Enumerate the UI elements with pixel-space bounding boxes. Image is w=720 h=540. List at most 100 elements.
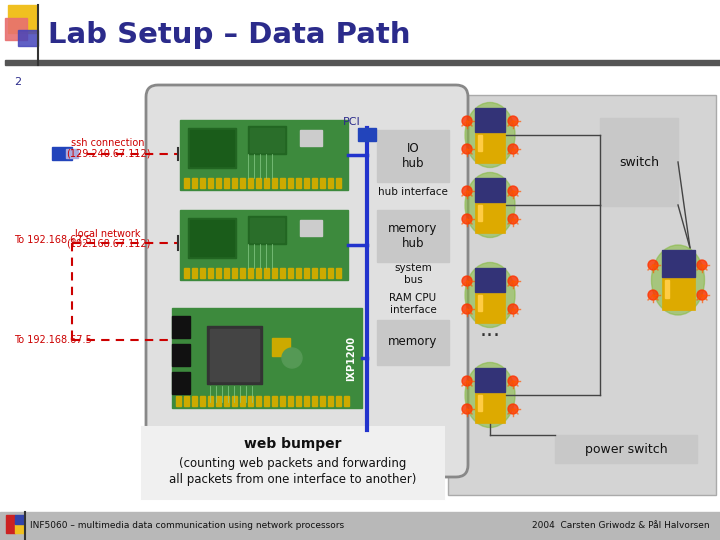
Bar: [448, 95, 716, 495]
Bar: [240, 268, 245, 278]
Bar: [192, 178, 197, 188]
Bar: [328, 268, 333, 278]
Bar: [256, 268, 261, 278]
Bar: [475, 368, 505, 392]
Bar: [272, 338, 290, 356]
Bar: [288, 178, 293, 188]
Bar: [328, 396, 333, 406]
Bar: [240, 396, 245, 406]
Bar: [312, 178, 317, 188]
Text: memory: memory: [388, 335, 438, 348]
Bar: [300, 220, 322, 236]
Bar: [475, 178, 505, 202]
Text: RAM CPU: RAM CPU: [390, 293, 436, 303]
Bar: [288, 268, 293, 278]
Text: Lab Setup – Data Path: Lab Setup – Data Path: [48, 21, 410, 49]
Bar: [272, 178, 277, 188]
Bar: [312, 268, 317, 278]
Bar: [304, 268, 309, 278]
Circle shape: [697, 290, 707, 300]
Bar: [192, 268, 197, 278]
Bar: [232, 178, 237, 188]
Bar: [662, 250, 695, 277]
Text: hub interface: hub interface: [378, 187, 448, 197]
Circle shape: [508, 376, 518, 386]
Circle shape: [462, 214, 472, 224]
Bar: [190, 130, 234, 166]
Ellipse shape: [465, 103, 515, 167]
Ellipse shape: [465, 172, 515, 238]
Text: switch: switch: [619, 156, 659, 168]
Bar: [555, 435, 697, 463]
Bar: [5, 60, 720, 65]
Text: power switch: power switch: [585, 442, 667, 456]
Text: ...: ...: [480, 320, 500, 340]
Bar: [208, 268, 213, 278]
Circle shape: [462, 404, 472, 414]
Circle shape: [508, 214, 518, 224]
Bar: [475, 178, 505, 202]
Circle shape: [462, 376, 472, 386]
Bar: [240, 178, 245, 188]
Bar: [172, 372, 190, 394]
Circle shape: [462, 144, 472, 154]
Circle shape: [282, 348, 302, 368]
Bar: [358, 128, 376, 141]
Ellipse shape: [465, 262, 515, 327]
Text: (129.240.67.112): (129.240.67.112): [66, 148, 150, 158]
Circle shape: [508, 144, 518, 154]
Bar: [248, 216, 286, 244]
Bar: [208, 396, 213, 406]
Bar: [66, 149, 78, 158]
Bar: [216, 396, 221, 406]
Bar: [256, 178, 261, 188]
Bar: [18, 30, 38, 46]
Bar: [272, 396, 277, 406]
Bar: [232, 396, 237, 406]
Text: 2004  Carsten Griwodz & Pål Halvorsen: 2004 Carsten Griwodz & Pål Halvorsen: [532, 522, 710, 530]
Bar: [200, 268, 205, 278]
Text: IO
hub: IO hub: [402, 142, 424, 170]
Circle shape: [508, 186, 518, 196]
Bar: [475, 108, 505, 132]
Bar: [288, 396, 293, 406]
Bar: [172, 308, 362, 408]
Bar: [478, 135, 482, 151]
Bar: [312, 396, 317, 406]
Bar: [172, 316, 190, 338]
Text: IXP1200: IXP1200: [346, 335, 356, 381]
Text: system
bus: system bus: [394, 263, 432, 285]
Bar: [15, 524, 24, 533]
Bar: [256, 396, 261, 406]
Bar: [248, 126, 286, 154]
Text: interface: interface: [390, 305, 436, 315]
Bar: [250, 128, 284, 152]
Bar: [662, 250, 695, 310]
Bar: [478, 295, 482, 311]
Bar: [15, 515, 24, 524]
Circle shape: [508, 276, 518, 286]
Bar: [478, 395, 482, 411]
Bar: [224, 396, 229, 406]
Bar: [8, 5, 36, 33]
Bar: [248, 396, 253, 406]
Bar: [320, 396, 325, 406]
Bar: [304, 396, 309, 406]
Bar: [662, 250, 695, 277]
Bar: [272, 268, 277, 278]
Bar: [320, 178, 325, 188]
Bar: [344, 396, 349, 406]
Bar: [304, 178, 309, 188]
Circle shape: [462, 304, 472, 314]
Bar: [377, 130, 449, 182]
Bar: [336, 268, 341, 278]
Bar: [188, 128, 236, 168]
Ellipse shape: [465, 362, 515, 428]
Bar: [192, 396, 197, 406]
Bar: [52, 147, 72, 160]
Bar: [248, 178, 253, 188]
Bar: [475, 178, 505, 233]
Bar: [207, 326, 262, 384]
Text: (counting web packets and forwarding: (counting web packets and forwarding: [179, 456, 407, 469]
Bar: [475, 268, 505, 292]
